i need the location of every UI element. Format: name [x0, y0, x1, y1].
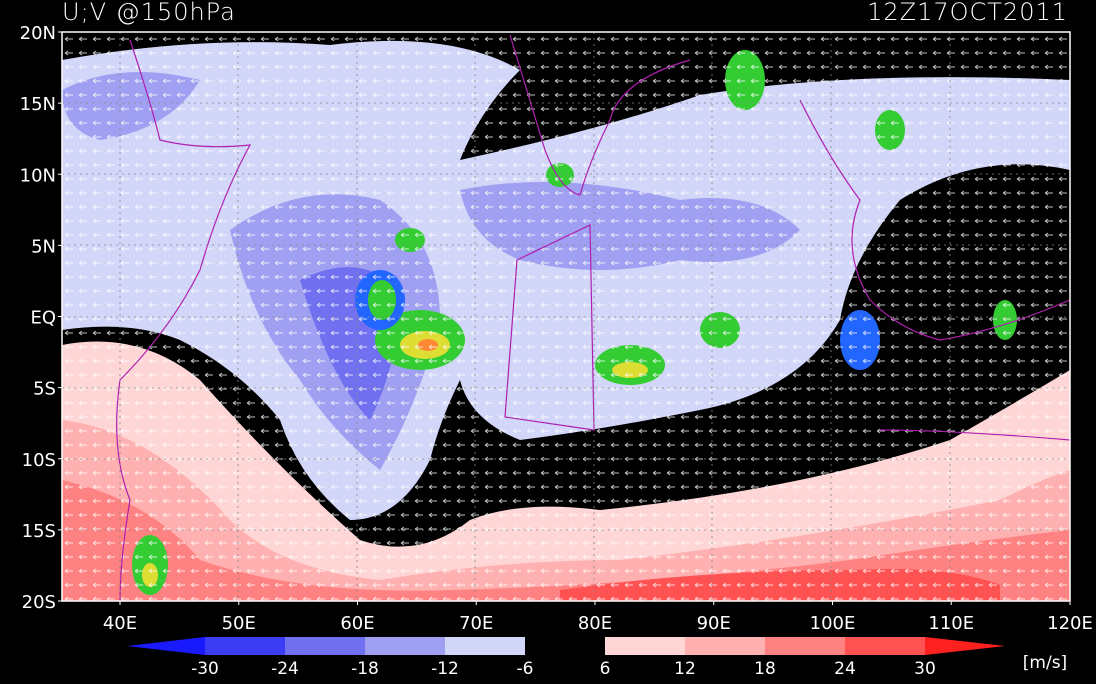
lon-label: 90E	[697, 613, 731, 634]
lat-label: 10N	[20, 165, 56, 186]
lat-label: 5N	[31, 236, 56, 257]
grid	[62, 32, 1070, 601]
colorbar-segment	[445, 637, 525, 655]
lat-label: 10S	[22, 450, 56, 471]
lat-label: 20N	[20, 23, 56, 44]
lon-label: 120E	[1047, 613, 1093, 634]
colorbar: -30 -24 -18 -12 -6 6 12 18 24 30	[127, 637, 1005, 679]
lon-label: 80E	[578, 613, 612, 634]
colorbar-segment	[365, 637, 445, 655]
lat-label: 5S	[33, 379, 56, 400]
lat-label: 15S	[22, 521, 56, 542]
wind-vectors	[62, 32, 1070, 601]
lon-label: 110E	[928, 613, 974, 634]
lon-label: 60E	[340, 613, 374, 634]
axis-labels: 20N 15N 10N 5N EQ 5S 10S 15S 20S 40E 50E 60E 70E 80E 9…	[20, 23, 1093, 634]
colorbar-segment	[205, 637, 285, 655]
lon-label: 40E	[103, 613, 137, 634]
colorbar-segment	[605, 637, 685, 655]
lon-label: 50E	[222, 613, 256, 634]
colorbar-label: -24	[271, 659, 299, 679]
colorbar-segment	[525, 637, 605, 655]
unit-label: [m/s]	[1023, 653, 1067, 673]
colorbar-label: -30	[191, 659, 219, 679]
colorbar-arrow	[925, 637, 1005, 655]
lat-label: 20S	[22, 592, 56, 613]
lon-label: 100E	[810, 613, 856, 634]
lat-label: 15N	[20, 94, 56, 115]
lat-label: EQ	[30, 308, 56, 329]
colorbar-arrow	[127, 637, 205, 655]
colorbar-label: -18	[351, 659, 379, 679]
colorbar-segment	[285, 637, 365, 655]
map	[62, 32, 1070, 601]
timestamp: 12Z17OCT2011	[867, 0, 1068, 26]
colorbar-label: -12	[431, 659, 459, 679]
colorbar-label: 18	[754, 659, 776, 679]
colorbar-label: 6	[600, 659, 611, 679]
colorbar-label: 12	[674, 659, 696, 679]
colorbar-segment	[845, 637, 925, 655]
title: U;V @150hPa	[62, 0, 236, 26]
colorbar-segment	[765, 637, 845, 655]
colorbar-segment	[685, 637, 765, 655]
lon-label: 70E	[459, 613, 493, 634]
colorbar-label: 24	[834, 659, 856, 679]
colorbar-label: 30	[914, 659, 936, 679]
colorbar-label: -6	[517, 659, 534, 679]
